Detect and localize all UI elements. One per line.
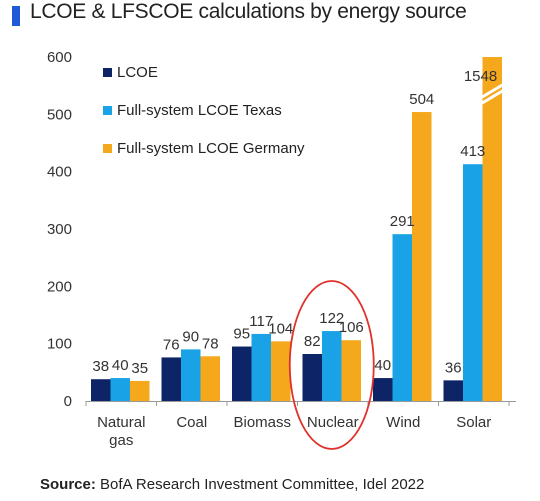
x-tick-label: Coal [176, 414, 207, 431]
bar [130, 380, 150, 401]
bar [232, 346, 252, 401]
y-tick-label: 400 [47, 164, 72, 181]
y-tick-label: 600 [47, 49, 72, 66]
source-note: Source: BofA Research Investment Committ… [40, 476, 424, 493]
legend-swatch [103, 68, 112, 77]
y-tick-label: 100 [47, 336, 72, 353]
x-axis [85, 401, 516, 406]
data-label: 78 [202, 335, 219, 352]
bar [200, 356, 220, 401]
highlight-circle [288, 280, 375, 450]
data-label: 117 [249, 313, 273, 330]
chart-title: LCOE & LFSCOE calculations by energy sou… [30, 0, 467, 23]
data-label: 40 [112, 357, 129, 374]
axis-break-mark [479, 82, 505, 100]
bar [482, 57, 502, 401]
data-label: 76 [163, 336, 180, 353]
x-axis-labels: Natural gas Coal Biomass Nuclear Wind Solar [97, 414, 491, 449]
title-marker [12, 6, 20, 26]
data-label: 82 [304, 333, 321, 350]
legend: LCOE Full-system LCOE Texas Full-system LC… [103, 64, 305, 157]
bar [443, 380, 463, 401]
data-label: 104 [268, 320, 293, 337]
x-tick-label: Nuclear [307, 414, 359, 431]
data-label: 1548 [464, 68, 497, 85]
x-tick-label: Solar [456, 414, 491, 431]
legend-swatch [103, 106, 112, 115]
bar [271, 341, 291, 401]
data-label: 291 [390, 213, 415, 230]
data-label: 413 [460, 143, 485, 160]
bar [251, 333, 271, 401]
legend-label: Full-system LCOE Germany [117, 140, 305, 157]
y-tick-label: 200 [47, 278, 72, 295]
data-label: 504 [409, 91, 434, 108]
y-tick-label: 300 [47, 221, 72, 238]
data-label: 36 [445, 359, 462, 376]
bars [91, 57, 505, 401]
legend-swatch [103, 144, 112, 153]
data-label: 90 [182, 328, 199, 345]
bar [322, 331, 342, 401]
data-label: 95 [233, 326, 250, 343]
data-label: 106 [339, 319, 364, 336]
bar [110, 378, 130, 401]
bar [373, 378, 393, 401]
y-axis-ticks: 0 100 200 300 400 500 600 [47, 49, 72, 410]
highlight [288, 280, 375, 450]
y-tick-label: 500 [47, 106, 72, 123]
bar [341, 340, 361, 401]
axis-break-mark [479, 88, 505, 106]
legend-label: Full-system LCOE Texas [117, 102, 282, 119]
data-label: 122 [319, 310, 344, 327]
bar [161, 357, 181, 401]
x-tick-label: Natural gas [97, 414, 145, 449]
bar [412, 112, 432, 401]
data-label: 35 [131, 360, 148, 377]
bar [463, 164, 483, 401]
source-text: BofA Research Investment Committee, Idel… [100, 476, 425, 493]
y-tick-label: 0 [64, 393, 72, 410]
x-tick-label: Wind [386, 414, 420, 431]
bar [91, 379, 111, 401]
bar [181, 349, 201, 401]
bar [392, 234, 412, 401]
source-label: Source: [40, 476, 96, 493]
x-tick-label: Biomass [233, 414, 291, 431]
data-label: 38 [92, 358, 109, 375]
bar [302, 353, 322, 401]
legend-label: LCOE [117, 64, 158, 81]
data-label: 40 [374, 357, 391, 374]
